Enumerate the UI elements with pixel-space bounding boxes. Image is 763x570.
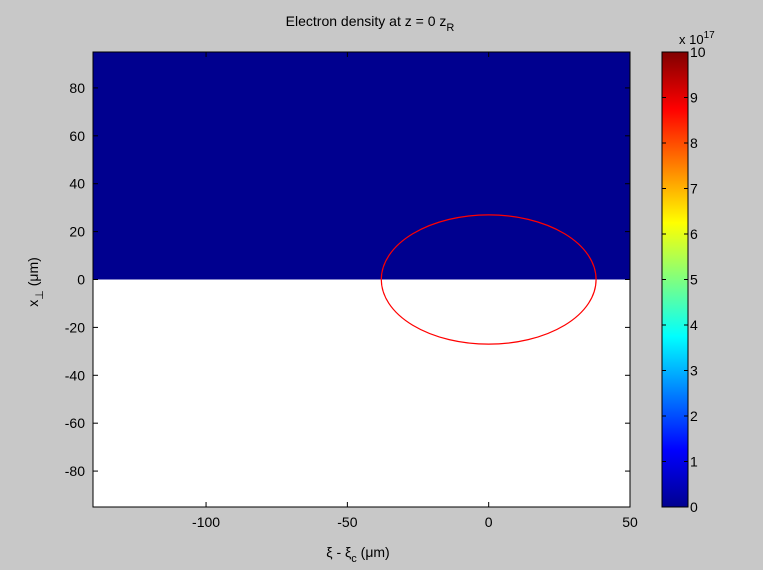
y-tick-label: 40 [69,176,85,192]
y-axis-label: x⊥ (μm) [25,257,46,307]
x-axis: -100 -50 0 50 [192,52,638,530]
y-tick-label: -60 [65,415,85,431]
colorbar-tick-label: 10 [690,44,706,60]
colorbar-tick-label: 4 [690,317,698,333]
colorbar-tick-label: 9 [690,90,698,106]
x-tick-label: 0 [485,514,493,530]
y-tick-label: -80 [65,463,85,479]
x-tick-label: 50 [622,514,638,530]
y-axis: -80 -60 -40 -20 0 20 40 60 80 [65,80,630,479]
density-region-1 [93,279,630,507]
x-tick-label: -100 [192,514,220,530]
plot-area [92,51,631,508]
x-tick-label: -50 [337,514,357,530]
colorbar-gradient [661,51,689,508]
colorbar-tick-label: 6 [690,226,698,242]
colorbar-tick-label: 8 [690,135,698,151]
colorbar-tick-label: 2 [690,408,698,424]
y-tick-label: 80 [69,80,85,96]
colorbar-tick-label: 7 [690,181,698,197]
y-tick-label: -20 [65,319,85,335]
colorbar-tick-label: 5 [690,272,698,288]
laser-spot-ellipse [380,214,597,345]
colorbar-tick-label: 0 [690,499,698,515]
y-tick-label: 0 [77,272,85,288]
colorbar: 0 1 2 3 4 5 6 7 8 9 10 x 1017 [661,30,715,515]
colorbar-tick-label: 3 [690,363,698,379]
density-region-0 [93,52,630,280]
x-axis-label: ξ - ξc (μm) [326,544,389,565]
y-tick-label: 60 [69,128,85,144]
y-tick-label: -40 [65,367,85,383]
colorbar-multiplier: x 1017 [679,30,715,47]
colorbar-tick-label: 1 [690,454,698,470]
chart-title: Electron density at z = 0 zR [286,13,455,34]
y-tick-label: 20 [69,224,85,240]
